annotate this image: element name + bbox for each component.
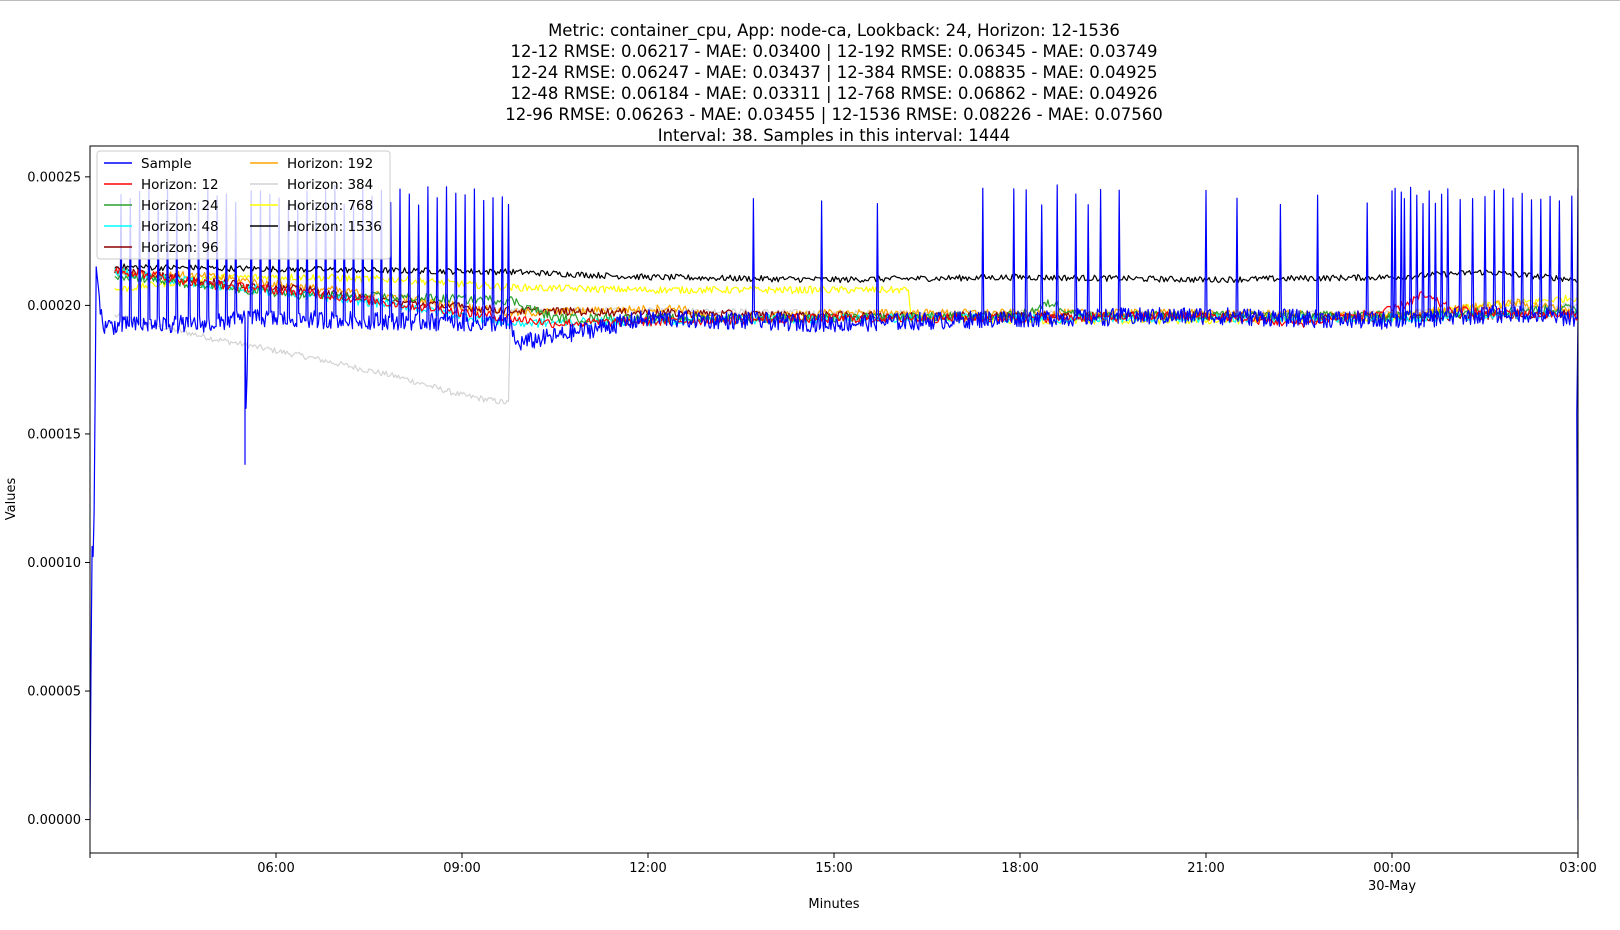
y-tick-label: 0.00010 (27, 556, 81, 571)
legend-label: Sample (141, 156, 192, 172)
legend-label: Horizon: 1536 (287, 219, 382, 235)
y-axis: 0.00000 0.00005 0.00010 0.00015 0.00020 0.000… (27, 170, 90, 828)
x-tick-label: 12:00 (629, 861, 666, 876)
title-line: 12-12 RMSE: 0.06217 - MAE: 0.03400 | 12-… (510, 42, 1157, 61)
x-tick-label: 18:00 (1001, 861, 1038, 876)
x-tick-label: 21:00 (1187, 861, 1224, 876)
series-line (90, 184, 1578, 820)
title-line: Metric: container_cpu, App: node-ca, Loo… (548, 21, 1120, 41)
legend-label: Horizon: 96 (141, 240, 219, 256)
x-tick-label: 09:00 (443, 861, 480, 876)
legend-label: Horizon: 24 (141, 198, 219, 214)
x-axis: 06:00 09:00 12:00 15:00 18:00 21:00 00:00 30-Ma… (89, 853, 1597, 894)
x-tick-label: 06:00 (257, 861, 294, 876)
title-line: Interval: 38. Samples in this interval: … (658, 126, 1011, 145)
y-tick-label: 0.00005 (27, 685, 81, 700)
legend-label: Horizon: 384 (287, 177, 373, 193)
legend-box (96, 150, 391, 260)
y-axis-label: Values (4, 478, 19, 521)
title-line: 12-24 RMSE: 0.06247 - MAE: 0.03437 | 12-… (510, 63, 1157, 82)
legend: Sample Horizon: 12 Horizon: 24 Horizon: 48 H… (96, 150, 391, 260)
title-line: 12-48 RMSE: 0.06184 - MAE: 0.03311 | 12-… (510, 84, 1157, 103)
y-tick-label: 0.00000 (27, 813, 81, 828)
x-tick-label: 15:00 (815, 861, 852, 876)
x-tick-label: 03:00 (1559, 861, 1596, 876)
title-line: 12-96 RMSE: 0.06263 - MAE: 0.03455 | 12-… (505, 105, 1163, 124)
series-line (114, 263, 1578, 284)
y-tick-label: 0.00025 (27, 170, 81, 185)
series-line (114, 273, 1578, 324)
y-tick-label: 0.00020 (27, 299, 81, 314)
legend-label: Horizon: 48 (141, 219, 219, 235)
legend-label: Horizon: 192 (287, 156, 373, 172)
legend-label: Horizon: 768 (287, 198, 373, 214)
series-lines (90, 184, 1578, 820)
chart-title: Metric: container_cpu, App: node-ca, Loo… (505, 21, 1163, 145)
x-axis-label: Minutes (808, 897, 859, 912)
legend-label: Horizon: 12 (141, 177, 219, 193)
x-tick-label: 00:00 (1373, 861, 1410, 876)
x-tick-sublabel: 30-May (1368, 879, 1416, 894)
y-tick-label: 0.00015 (27, 427, 81, 442)
